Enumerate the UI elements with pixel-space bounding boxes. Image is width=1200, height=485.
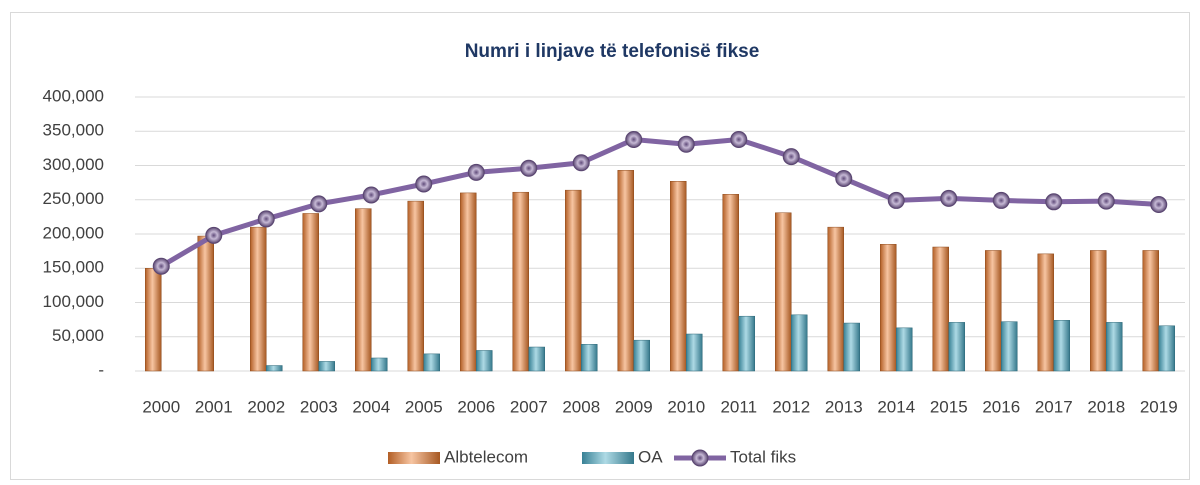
bar	[318, 361, 335, 372]
legend-swatch	[691, 449, 709, 467]
y-tick-label: 50,000	[52, 326, 104, 345]
y-tick-label: 350,000	[43, 121, 104, 140]
x-tick-label: 2005	[405, 397, 443, 416]
bar	[565, 189, 582, 372]
line-marker	[310, 195, 328, 213]
bar	[896, 327, 913, 372]
line-marker	[782, 148, 800, 166]
line-marker	[677, 135, 695, 153]
bar	[512, 191, 529, 372]
line-marker	[572, 154, 590, 172]
line-marker	[730, 130, 748, 148]
line-marker	[415, 175, 433, 193]
bar	[371, 357, 388, 372]
bar	[407, 200, 424, 372]
legend-label: Total fiks	[730, 447, 796, 466]
bar	[1158, 325, 1175, 372]
x-tick-label: 2016	[982, 397, 1020, 416]
x-tick-label: 2000	[142, 397, 180, 416]
x-tick-label: 2008	[562, 397, 600, 416]
x-tick-label: 2017	[1035, 397, 1073, 416]
bar	[932, 246, 949, 372]
line-marker	[1150, 196, 1168, 214]
x-tick-label: 2007	[510, 397, 548, 416]
bar	[460, 192, 477, 372]
legend-label: Albtelecom	[444, 447, 528, 466]
y-tick-label: 100,000	[43, 292, 104, 311]
line	[159, 136, 1159, 269]
bar	[617, 170, 634, 372]
bar	[423, 353, 440, 372]
line-marker	[625, 130, 643, 148]
bar	[145, 268, 162, 372]
line-marker	[257, 210, 275, 228]
bar	[1106, 322, 1123, 372]
bar	[197, 235, 214, 372]
line-marker	[467, 163, 485, 181]
x-tick-label: 2012	[772, 397, 810, 416]
bar	[670, 181, 687, 372]
bar	[581, 344, 598, 372]
line-marker	[362, 186, 380, 204]
bar	[476, 350, 493, 372]
x-tick-label: 2001	[195, 397, 233, 416]
y-tick-label: -	[98, 360, 104, 379]
bar	[827, 226, 844, 372]
y-tick-label: 200,000	[43, 223, 104, 242]
line-marker	[887, 191, 905, 209]
bar	[738, 315, 755, 372]
y-tick-label: 400,000	[43, 86, 104, 105]
line-marker	[1097, 192, 1115, 210]
bar	[1053, 320, 1070, 372]
x-tick-label: 2006	[457, 397, 495, 416]
y-tick-label: 150,000	[43, 258, 104, 277]
bar	[250, 226, 267, 372]
line-marker	[205, 226, 223, 244]
bar	[266, 365, 283, 372]
line-marker	[1045, 193, 1063, 211]
bar	[686, 333, 703, 372]
bar	[880, 244, 897, 372]
y-tick-label: 300,000	[43, 155, 104, 174]
x-tick-label: 2003	[300, 397, 338, 416]
bar	[791, 314, 808, 372]
x-tick-label: 2009	[615, 397, 653, 416]
line-marker	[152, 257, 170, 275]
bar	[1001, 321, 1018, 372]
chart-title: Numri i linjave të telefonisë fikse	[465, 41, 760, 62]
bar	[775, 212, 792, 372]
bar	[985, 250, 1002, 372]
line-marker	[992, 191, 1010, 209]
x-tick-label: 2018	[1087, 397, 1125, 416]
bar	[843, 322, 860, 372]
bar	[355, 208, 372, 372]
bar	[1037, 253, 1054, 372]
x-tick-label: 2014	[877, 397, 915, 416]
bar	[633, 339, 650, 372]
line-marker	[940, 189, 958, 207]
x-tick-label: 2015	[930, 397, 968, 416]
line-marker	[835, 170, 853, 188]
x-tick-label: 2004	[352, 397, 390, 416]
legend-label: OA	[638, 447, 663, 466]
bar	[302, 213, 319, 372]
x-tick-label: 2019	[1140, 397, 1178, 416]
bar	[1090, 250, 1107, 372]
x-tick-label: 2002	[247, 397, 285, 416]
bar	[1142, 250, 1159, 372]
x-tick-label: 2011	[720, 397, 757, 416]
legend-swatch	[388, 452, 440, 464]
y-tick-label: 250,000	[43, 189, 104, 208]
bar	[948, 322, 965, 372]
legend-swatch	[582, 452, 634, 464]
x-tick-label: 2013	[825, 397, 863, 416]
line-marker	[520, 159, 538, 177]
bar	[722, 194, 739, 372]
x-tick-label: 2010	[667, 397, 705, 416]
bar	[528, 346, 545, 372]
